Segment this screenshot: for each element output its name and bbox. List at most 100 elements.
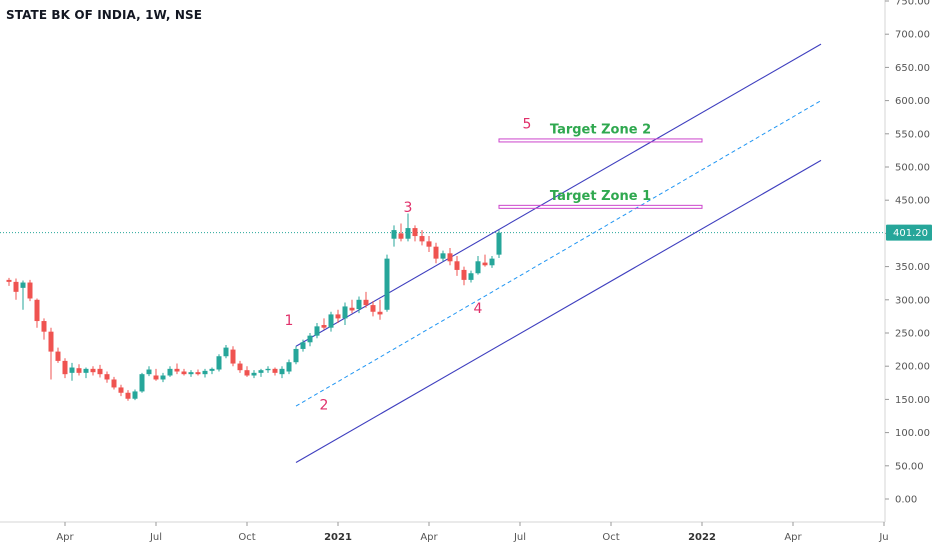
- wave-label: 5: [523, 116, 532, 132]
- candle: [125, 390, 131, 401]
- candle-body: [300, 342, 306, 349]
- drawing-layer: [295, 43, 822, 463]
- candle: [321, 318, 327, 330]
- candle: [209, 367, 215, 375]
- candle: [482, 254, 488, 267]
- candle-body: [125, 392, 131, 399]
- y-tick-label: 50.00: [895, 461, 924, 472]
- candle: [76, 364, 82, 376]
- candle: [251, 370, 257, 379]
- candle-body: [6, 279, 12, 282]
- candle: [188, 370, 194, 377]
- candle-body: [489, 258, 495, 266]
- candle: [62, 358, 68, 379]
- candle-body: [27, 282, 33, 299]
- candle-body: [328, 314, 334, 328]
- y-tick-label: 0.00: [895, 495, 917, 506]
- candle-body: [363, 299, 369, 306]
- candle-body: [307, 335, 313, 343]
- candle: [139, 372, 145, 393]
- candle-body: [55, 351, 61, 361]
- candle: [391, 225, 397, 247]
- candle: [363, 291, 369, 308]
- candle-body: [167, 368, 173, 376]
- candle-body: [223, 347, 229, 357]
- candle: [6, 277, 12, 286]
- y-tick-label: 650.00: [895, 63, 930, 74]
- candle: [69, 362, 75, 381]
- candle: [160, 372, 166, 383]
- channel-lower-line: [295, 159, 822, 463]
- candle-body: [272, 368, 278, 373]
- candle: [55, 347, 61, 363]
- candle: [216, 354, 222, 372]
- candle-body: [181, 371, 187, 375]
- candle: [146, 366, 152, 377]
- x-tick-label: Apr: [784, 532, 802, 543]
- y-tick-label: 250.00: [895, 329, 930, 340]
- candle-body: [48, 331, 54, 352]
- candle-body: [251, 372, 257, 376]
- candle-body: [279, 368, 285, 375]
- candle: [118, 384, 124, 397]
- candle: [111, 376, 117, 390]
- x-tick-label: Apr: [420, 532, 438, 543]
- candle: [342, 302, 348, 326]
- y-tick-label: 450.00: [895, 196, 930, 207]
- candle: [244, 366, 250, 377]
- candle-body: [62, 360, 68, 375]
- candle: [398, 223, 404, 242]
- wave-label: 1: [285, 313, 294, 329]
- candle: [349, 299, 355, 314]
- x-tick-label: 2021: [324, 532, 352, 543]
- candle: [293, 346, 299, 365]
- candle-body: [83, 368, 89, 373]
- candle-body: [188, 372, 194, 375]
- candle-body: [230, 349, 236, 364]
- annotation-layer: Target Zone 2 Target Zone 1 1 2 3 4 5: [285, 116, 652, 413]
- candle-body: [314, 326, 320, 336]
- candle: [384, 254, 390, 312]
- x-tick-label: Apr: [56, 532, 74, 543]
- candle-body: [195, 372, 201, 375]
- candle-body: [356, 299, 362, 310]
- candle: [405, 213, 411, 242]
- y-tick-label: 200.00: [895, 362, 930, 373]
- candles-layer: [6, 213, 502, 401]
- y-tick-label: 600.00: [895, 96, 930, 107]
- candle-body: [349, 307, 355, 311]
- candle-body: [496, 232, 502, 255]
- wave-label: 4: [474, 301, 483, 317]
- candle: [461, 266, 467, 286]
- candle: [370, 301, 376, 317]
- x-tick-label: Ju: [878, 532, 888, 543]
- candle-body: [244, 370, 250, 376]
- candle-body: [454, 261, 460, 270]
- price-axis[interactable]: 0.00 50.00 100.00 150.00 200.00 250.00 300.00 3…: [884, 0, 932, 522]
- candle: [20, 280, 26, 310]
- candle: [27, 279, 33, 302]
- candle-body: [384, 258, 390, 310]
- y-tick-label: 150.00: [895, 395, 930, 406]
- time-axis[interactable]: Apr Jul Oct 2021 Apr Jul Oct 2022 Apr Ju: [0, 521, 889, 543]
- candle-body: [426, 241, 432, 247]
- candle: [272, 367, 278, 376]
- candle: [202, 368, 208, 378]
- candle-body: [174, 368, 180, 372]
- candle: [454, 255, 460, 276]
- y-tick-label: 100.00: [895, 428, 930, 439]
- candle: [426, 236, 432, 252]
- x-tick-label: Jul: [513, 532, 526, 543]
- candle-body: [104, 374, 110, 380]
- x-tick-label: Oct: [602, 532, 619, 543]
- candle: [419, 230, 425, 246]
- candle-body: [146, 369, 152, 375]
- candle: [195, 369, 201, 376]
- candle-body: [405, 228, 411, 239]
- candle: [447, 248, 453, 266]
- y-tick-label: 350.00: [895, 262, 930, 273]
- chart-title: STATE BK OF INDIA, 1W, NSE: [6, 8, 203, 22]
- candle-body: [412, 228, 418, 237]
- candle-body: [34, 299, 40, 322]
